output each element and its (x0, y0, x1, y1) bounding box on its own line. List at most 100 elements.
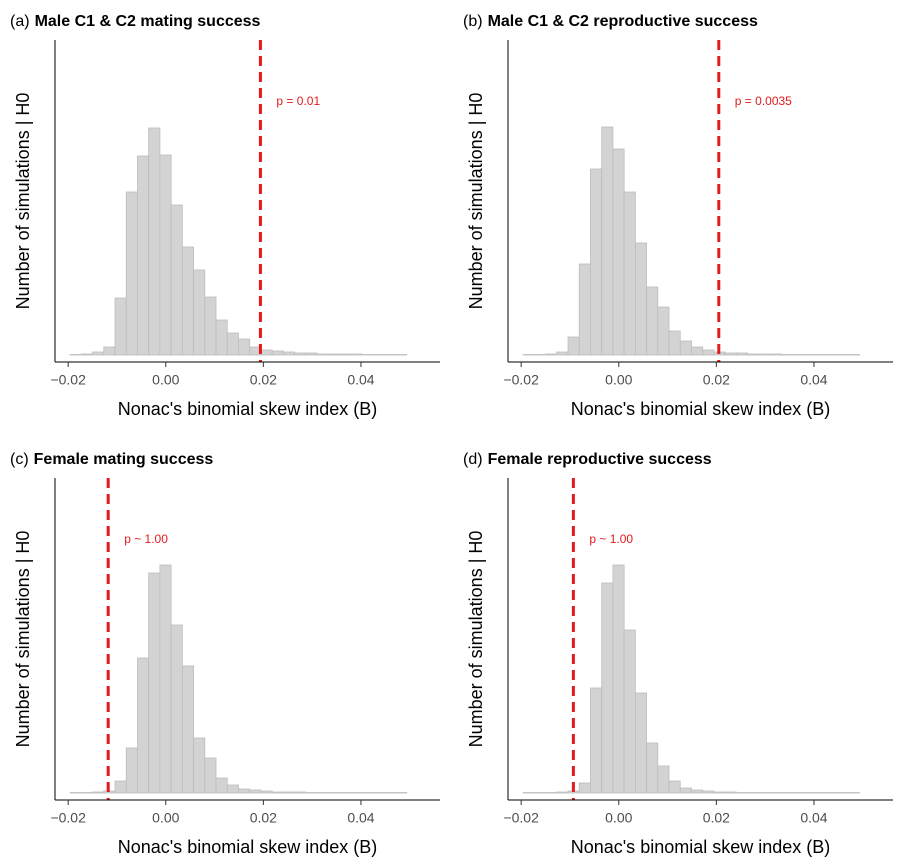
bar (69, 354, 82, 356)
bar (668, 330, 681, 356)
p-value-annotation: p = 0.0035 (735, 94, 792, 108)
bar (226, 332, 239, 356)
x-tick-label: −0.02 (50, 372, 86, 388)
bar (623, 629, 636, 794)
bar (590, 168, 603, 356)
p-value-annotation: p ~ 1.00 (589, 532, 633, 546)
bar (170, 624, 183, 794)
bar (316, 353, 329, 356)
bar (238, 338, 251, 356)
bar (792, 354, 805, 356)
bar (92, 791, 105, 794)
x-tick-label: 0.00 (152, 810, 179, 826)
bar (601, 582, 614, 794)
bar (522, 354, 535, 356)
bar (395, 354, 408, 356)
bar (691, 789, 704, 794)
panel-title-text: Male C1 & C2 mating success (35, 13, 261, 30)
p-value-annotation: p ~ 1.00 (124, 532, 168, 546)
bar (747, 792, 760, 794)
bar (590, 687, 603, 794)
x-axis-title: Nonac's binomial skew index (B) (118, 837, 378, 857)
bar (327, 353, 340, 356)
bar (848, 792, 861, 794)
x-tick-label: 0.02 (250, 810, 277, 826)
bar (383, 792, 396, 794)
panel: p ~ 1.00 −0.02 0.00 0.02 0.04 Nonac's binomia… (10, 451, 440, 857)
bar (533, 354, 546, 356)
bar (612, 564, 625, 794)
bar (271, 791, 284, 794)
bar (350, 792, 363, 794)
bar (148, 127, 161, 356)
bar (316, 792, 329, 794)
x-tick-label: 0.00 (605, 810, 632, 826)
bar (125, 191, 138, 356)
bar (294, 352, 307, 356)
panel-label: (a) (10, 13, 30, 30)
x-tick-label: 0.04 (800, 372, 827, 388)
panel-title: (d) Female reproductive success (463, 451, 712, 468)
bar (103, 346, 116, 356)
bar (758, 792, 771, 794)
bar (305, 352, 318, 356)
bar (556, 351, 569, 356)
bar (282, 351, 295, 356)
bar (780, 792, 793, 794)
bar (657, 306, 670, 356)
bar (339, 353, 352, 356)
x-tick-label: 0.02 (703, 372, 730, 388)
y-axis-title: Number of simulations | H0 (13, 531, 33, 748)
bar (758, 353, 771, 356)
bar (803, 354, 816, 356)
bar (578, 782, 591, 794)
bar (780, 354, 793, 356)
bar (260, 790, 273, 794)
bar (702, 349, 715, 356)
bar (204, 296, 217, 356)
bar (137, 155, 150, 356)
panel-label: (c) (10, 451, 29, 468)
x-tick-label: 0.00 (605, 372, 632, 388)
bar (769, 353, 782, 356)
bar (634, 242, 647, 356)
panel: p = 0.01 −0.02 0.00 0.02 0.04 Nonac's binomia… (10, 13, 440, 419)
bar (769, 792, 782, 794)
bar (215, 777, 228, 794)
x-tick-label: −0.02 (503, 372, 539, 388)
panel: p ~ 1.00 −0.02 0.00 0.02 0.04 Nonac's binomia… (463, 451, 893, 857)
bar (646, 742, 659, 794)
bar (226, 784, 239, 794)
panel-label: (d) (463, 451, 483, 468)
bar (282, 791, 295, 794)
bar (305, 792, 318, 794)
bar (159, 154, 172, 356)
x-axis-title: Nonac's binomial skew index (B) (571, 399, 831, 419)
bar (350, 353, 363, 356)
bar (533, 792, 546, 794)
bar (69, 792, 82, 794)
bar (634, 692, 647, 794)
bar (848, 354, 861, 356)
x-tick-label: 0.04 (347, 372, 374, 388)
bar (578, 263, 591, 356)
bar (668, 780, 681, 794)
bar (92, 351, 105, 356)
p-value-annotation: p = 0.01 (276, 94, 320, 108)
panel: p = 0.0035 −0.02 0.00 0.02 0.04 Nonac's binom… (463, 13, 893, 419)
bar (249, 789, 262, 794)
bar (691, 346, 704, 356)
bar (294, 791, 307, 794)
bar (114, 780, 127, 794)
bar (522, 792, 535, 794)
panel-title-text: Male C1 & C2 reproductive success (488, 13, 758, 30)
panel-title: (a) Male C1 & C2 mating success (10, 13, 261, 30)
x-tick-label: −0.02 (503, 810, 539, 826)
bar (383, 354, 396, 356)
panel-title-text: Female reproductive success (488, 451, 712, 468)
bar (372, 354, 385, 356)
panel-title: (c) Female mating success (10, 451, 213, 468)
bar (395, 792, 408, 794)
panel-title: (b) Male C1 & C2 reproductive success (463, 13, 758, 30)
